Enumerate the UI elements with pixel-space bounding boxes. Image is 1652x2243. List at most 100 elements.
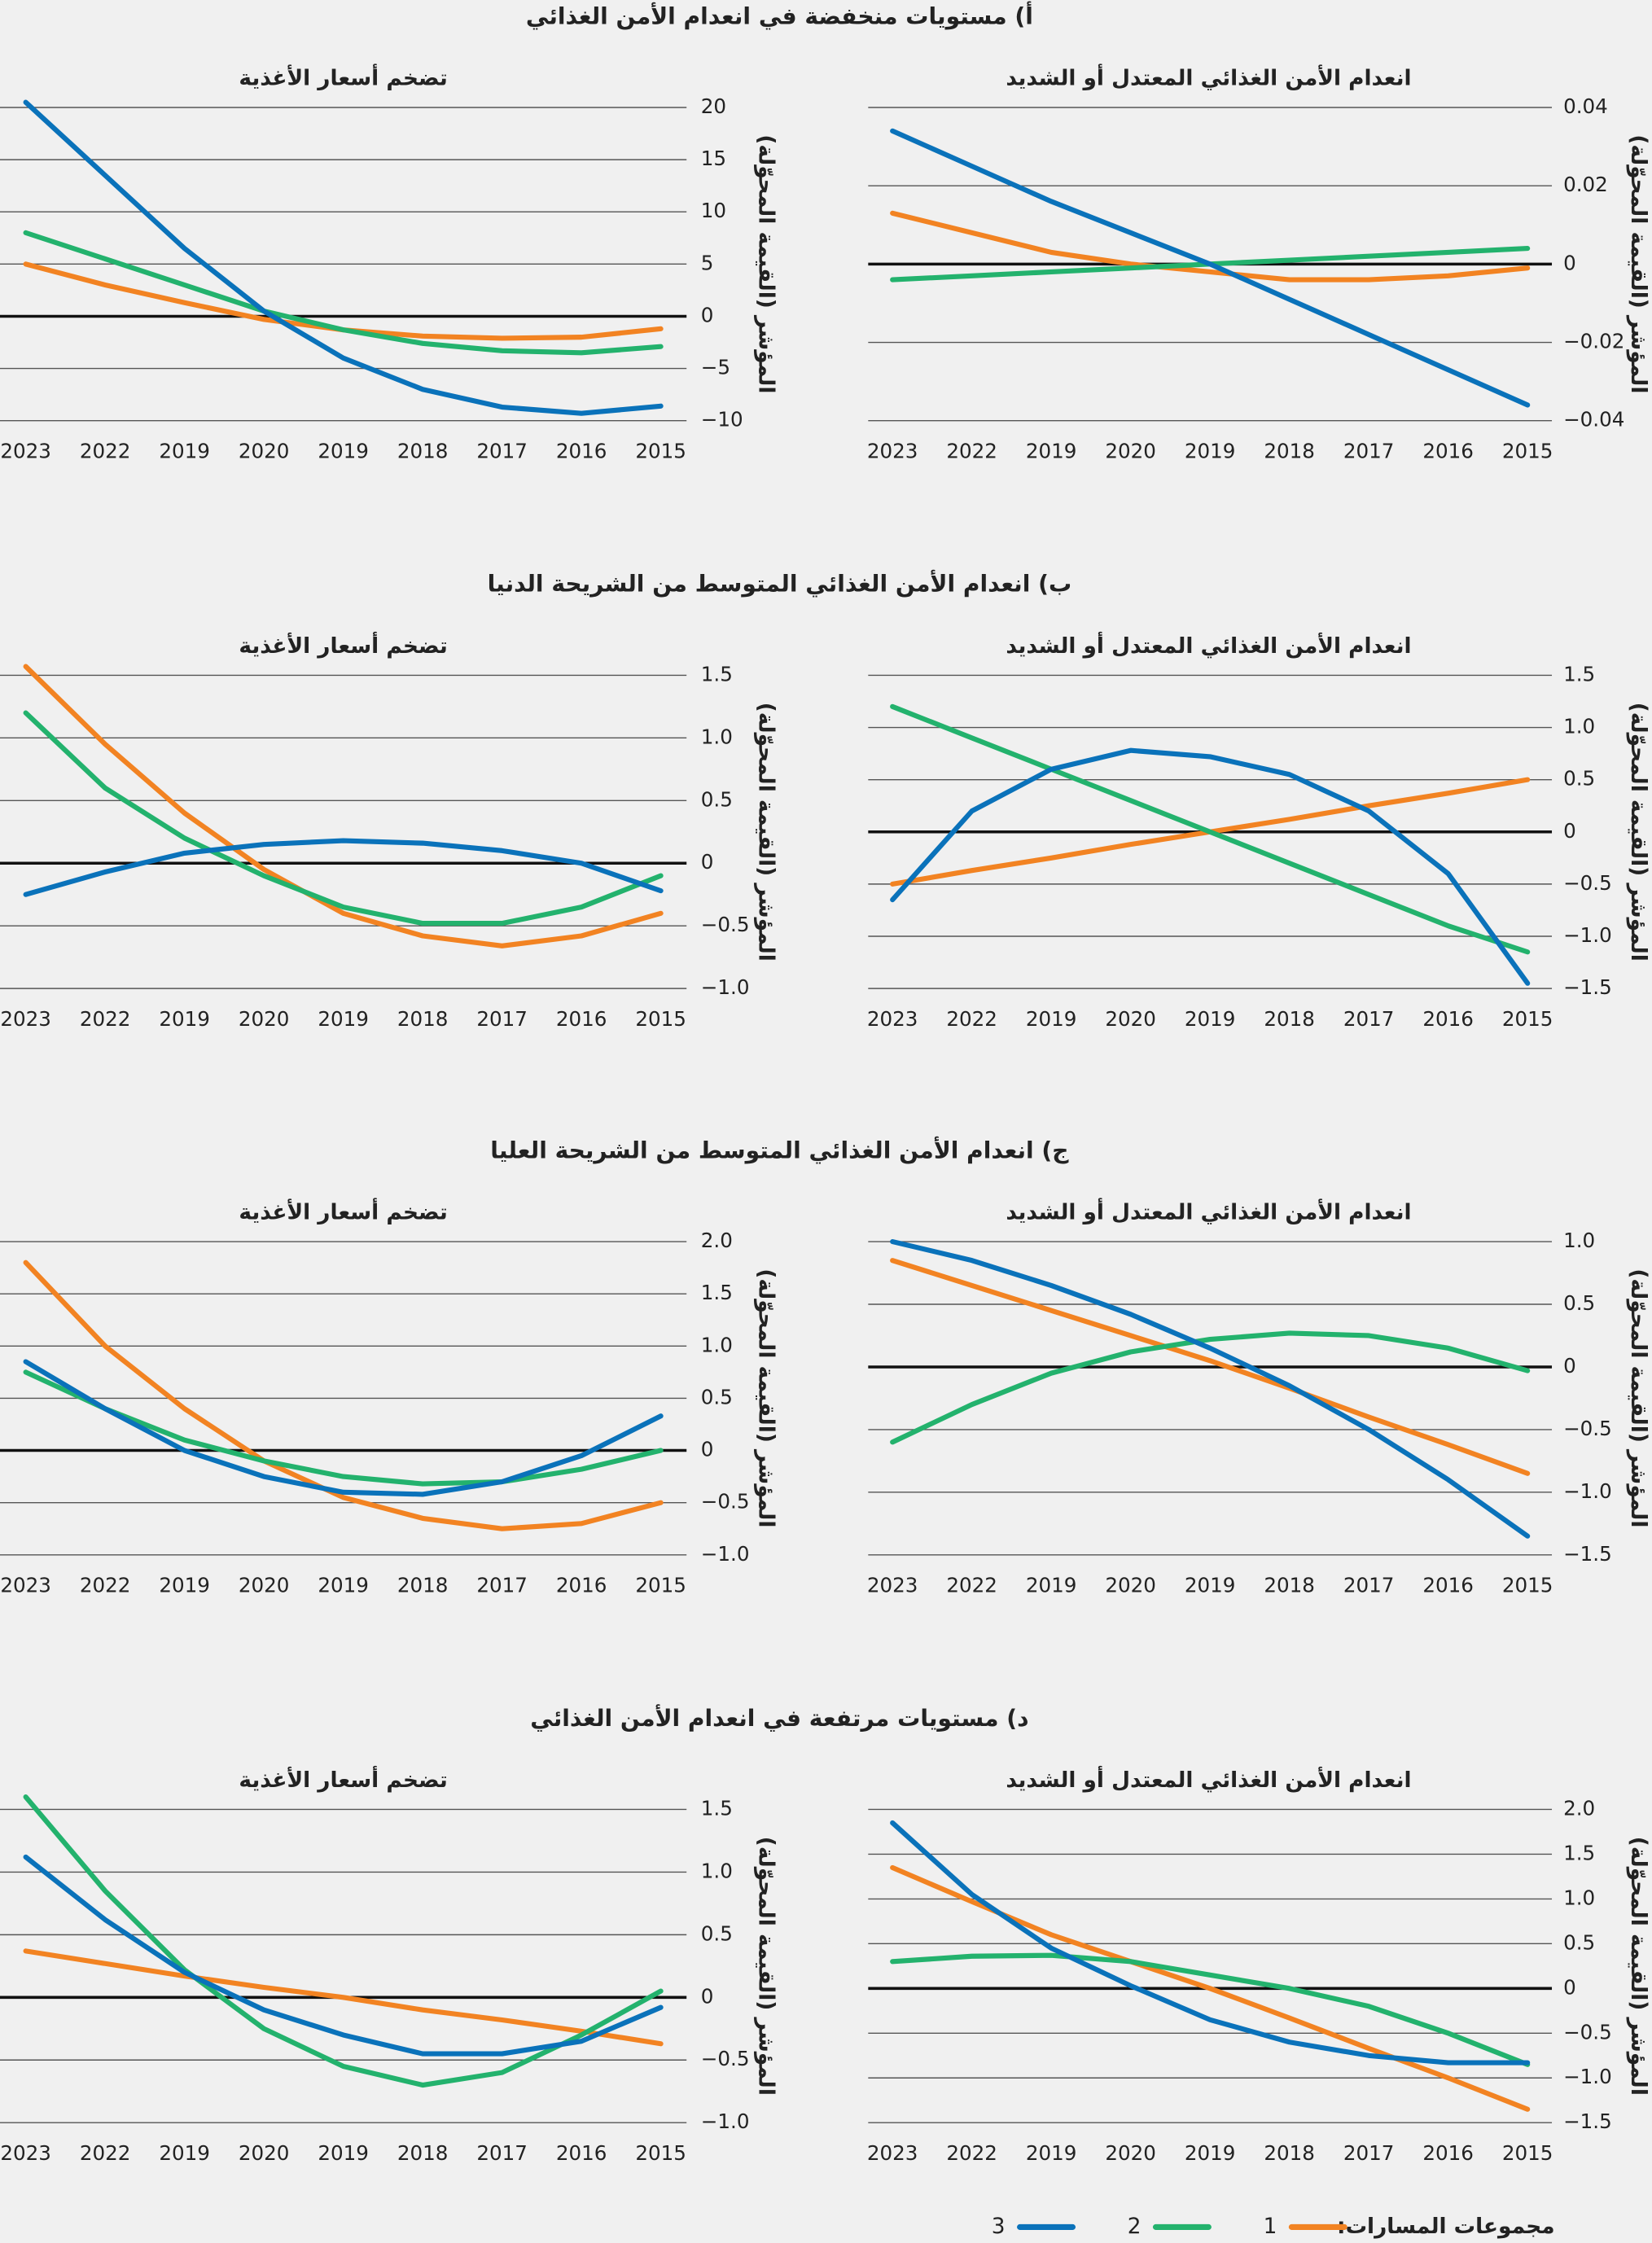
x-tick-label: 2018 [397, 439, 449, 462]
y-tick-label: 0 [1563, 1354, 1576, 1378]
x-tick-label: 2016 [1422, 1573, 1474, 1597]
y-tick-label: −0.04 [1563, 408, 1624, 432]
y-tick-label: −0.5 [1563, 1417, 1612, 1440]
x-tick-label: 2017 [476, 1573, 528, 1597]
x-tick-label: 2019 [318, 1573, 369, 1597]
x-tick-label: 2015 [1502, 439, 1553, 462]
x-tick-label: 2015 [635, 1573, 686, 1597]
series-line [23, 1359, 664, 1497]
y-tick-label: −0.5 [701, 913, 750, 936]
y-tick-label: −0.5 [1563, 871, 1612, 895]
y-tick-label: −1.5 [1563, 1542, 1612, 1566]
series-line [890, 747, 1531, 986]
x-tick-label: 2017 [1343, 1573, 1395, 1597]
x-tick-label: 2018 [1264, 439, 1315, 462]
panel-title: تضخم أسعار الأغذية [239, 1766, 447, 1793]
y-tick-label: 0 [1563, 1975, 1576, 1999]
y-tick-label: 0.5 [1563, 1291, 1595, 1315]
y-tick-label: −10 [701, 408, 743, 432]
x-tick-label: 2022 [80, 1573, 131, 1597]
y-tick-label: 1.5 [1563, 1841, 1595, 1864]
legend-label: 3 [992, 2215, 1006, 2239]
y-tick-label: 0.5 [701, 1921, 733, 1945]
y-tick-label: −1.0 [701, 2109, 750, 2133]
x-tick-label: 2019 [1185, 1007, 1236, 1031]
x-tick-label: 2020 [1105, 1007, 1156, 1031]
y-tick-label: 1.0 [1563, 1886, 1595, 1909]
x-tick-label: 2020 [1105, 439, 1156, 462]
y-tick-label: −1.5 [1563, 975, 1612, 999]
legend-label: 2 [1128, 2215, 1142, 2239]
x-tick-label: 2015 [1502, 1573, 1553, 1597]
y-tick-label: −5 [701, 356, 730, 379]
series-line [23, 1854, 664, 2057]
y-tick-label: −1.0 [1563, 1479, 1612, 1503]
y-tick-label: −0.5 [1563, 2020, 1612, 2044]
series-line [23, 1948, 664, 2047]
x-tick-label: 2016 [556, 439, 607, 462]
x-tick-label: 2018 [1264, 1007, 1315, 1031]
y-tick-label: 0.5 [701, 1385, 733, 1408]
y-tick-label: 20 [701, 94, 726, 118]
y-tick-label: 0 [701, 1438, 714, 1461]
x-tick-label: 2023 [867, 1573, 918, 1597]
x-tick-label: 2020 [239, 1007, 290, 1031]
series-line [23, 838, 664, 897]
y-tick-label: −0.5 [701, 1490, 750, 1514]
series-line [890, 1820, 1531, 2066]
x-tick-label: 2017 [1343, 439, 1395, 462]
x-tick-label: 2023 [0, 439, 51, 462]
series-line [23, 664, 664, 948]
series-line [890, 703, 1531, 955]
x-tick-label: 2015 [1502, 2141, 1553, 2165]
series-line [890, 1258, 1531, 1476]
y-axis-title: المؤشر (القيمة المحوّلة) [1626, 134, 1650, 393]
y-tick-label: 0.5 [1563, 1930, 1595, 1954]
x-tick-label: 2022 [80, 2141, 131, 2165]
x-tick-label: 2019 [1026, 2141, 1077, 2165]
x-tick-label: 2018 [397, 2141, 449, 2165]
x-tick-label: 2019 [159, 1573, 210, 1597]
x-tick-label: 2023 [0, 1573, 51, 1597]
x-tick-label: 2020 [239, 1573, 290, 1597]
y-axis-title: المؤشر (القيمة المحوّلة) [1626, 1268, 1650, 1527]
x-tick-label: 2022 [946, 439, 997, 462]
x-tick-label: 2016 [1422, 1007, 1474, 1031]
series-line [890, 128, 1531, 408]
x-tick-label: 2019 [318, 1007, 369, 1031]
x-tick-label: 2015 [635, 1007, 686, 1031]
x-tick-label: 2019 [1026, 1573, 1077, 1597]
y-tick-label: −1.0 [701, 1542, 750, 1566]
y-tick-label: −1.0 [701, 975, 750, 999]
x-tick-label: 2015 [1502, 1007, 1553, 1031]
y-tick-label: 1.0 [701, 1859, 733, 1882]
y-tick-label: 15 [701, 147, 726, 170]
y-tick-label: −1.0 [1563, 923, 1612, 947]
y-axis-title: المؤشر (القيمة المحوّلة) [1626, 1837, 1650, 2096]
legend-label: 1 [1264, 2215, 1277, 2239]
y-tick-label: 0 [701, 850, 714, 874]
series-line [23, 710, 664, 927]
x-tick-label: 2019 [318, 2141, 369, 2165]
y-axis-title: المؤشر (القيمة المحوّلة) [753, 1837, 778, 2096]
y-axis-title: المؤشر (القيمة المحوّلة) [753, 134, 778, 393]
x-tick-label: 2018 [1264, 2141, 1315, 2165]
x-tick-label: 2020 [1105, 1573, 1156, 1597]
x-tick-label: 2017 [476, 1007, 528, 1031]
y-tick-label: 5 [701, 251, 714, 274]
x-tick-label: 2019 [159, 2141, 210, 2165]
x-tick-label: 2016 [556, 2141, 607, 2165]
x-tick-label: 2018 [1264, 1573, 1315, 1597]
x-tick-label: 2019 [318, 439, 369, 462]
y-tick-label: 0.02 [1563, 173, 1608, 196]
y-tick-label: 0 [1563, 819, 1576, 843]
y-tick-label: 1.0 [701, 725, 733, 748]
series-line [890, 1952, 1531, 2067]
x-tick-label: 2022 [946, 2141, 997, 2165]
y-tick-label: −1.0 [1563, 2065, 1612, 2088]
y-tick-label: 2.0 [701, 1229, 733, 1252]
x-tick-label: 2019 [159, 439, 210, 462]
x-tick-label: 2019 [1185, 2141, 1236, 2165]
series-line [23, 1369, 664, 1487]
